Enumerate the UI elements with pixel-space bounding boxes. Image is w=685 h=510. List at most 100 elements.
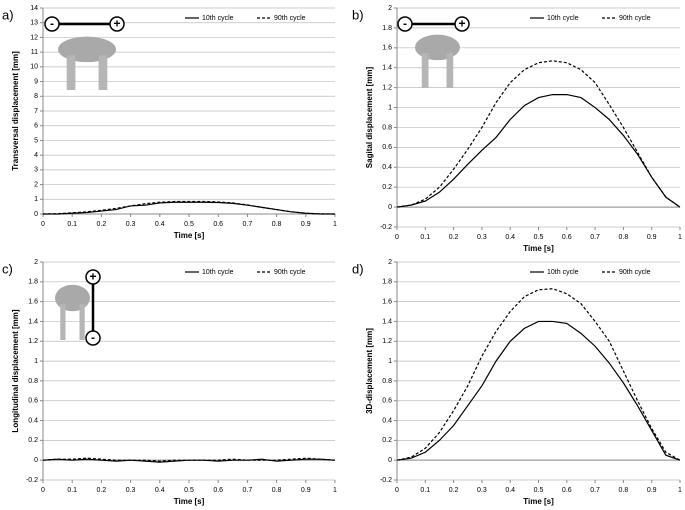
x-tick-label: 0.1 — [420, 487, 430, 494]
y-tick-label: 3 — [34, 167, 38, 174]
x-tick-label: 0.9 — [301, 487, 311, 494]
y-tick-label: 0.2 — [382, 184, 392, 191]
y-tick-label: 1.4 — [382, 318, 392, 325]
legend-label: 10th cycle — [547, 269, 579, 276]
y-tick-label: 1.2 — [382, 84, 392, 91]
x-tick-label: 0.3 — [126, 221, 136, 228]
y-tick-label: 0 — [34, 211, 38, 218]
x-tick-label: 1 — [678, 234, 682, 241]
y-axis-title: 3D-displacement [mm] — [365, 328, 374, 414]
x-tick-label: 0.8 — [272, 487, 282, 494]
x-tick-label: 0.9 — [647, 234, 657, 241]
x-tick-label: 0.4 — [155, 221, 165, 228]
y-tick-label: 0.2 — [382, 437, 392, 444]
x-tick-label: 0.2 — [449, 487, 459, 494]
y-tick-label: 10 — [30, 64, 38, 71]
x-axis-title: Time [s] — [174, 231, 205, 240]
sign-circle — [397, 16, 413, 32]
x-axis-title: Time [s] — [174, 497, 205, 506]
y-tick-label: 5 — [34, 137, 38, 144]
femur-icon — [446, 53, 454, 88]
y-tick-label: 11 — [31, 49, 38, 56]
data-line — [42, 200, 336, 215]
panel-label: a) — [2, 7, 14, 22]
femur-icon — [421, 53, 429, 88]
y-tick-label: 1.8 — [382, 25, 392, 32]
x-tick-label: 0.2 — [97, 221, 107, 228]
y-tick-label: 1.2 — [28, 338, 38, 345]
sign-circle — [454, 16, 470, 32]
x-tick-label: 0.7 — [243, 487, 253, 494]
y-tick-label: 2 — [388, 259, 392, 266]
y-tick-label: 0.6 — [28, 398, 38, 405]
x-tick-label: 0.7 — [243, 221, 253, 228]
y-tick-label: 12 — [30, 34, 38, 41]
x-tick-label: 0.2 — [97, 487, 107, 494]
y-tick-label: 1 — [388, 358, 392, 365]
legend-label: 90th cycle — [619, 15, 651, 22]
x-tick-label: 0.7 — [590, 487, 600, 494]
y-tick-label: -0.2 — [380, 224, 392, 231]
femur-icon — [79, 304, 85, 340]
legend-label: 90th cycle — [619, 269, 651, 276]
x-tick-label: 0.2 — [449, 234, 459, 241]
y-tick-label: 0.6 — [382, 398, 392, 405]
femur-icon — [66, 55, 76, 90]
sign-label: - — [91, 331, 95, 345]
x-tick-label: 0.6 — [562, 234, 572, 241]
x-axis-title: Time [s] — [523, 497, 554, 506]
x-tick-label: 0.6 — [562, 487, 572, 494]
y-tick-label: 0.2 — [28, 437, 38, 444]
x-tick-label: 0.6 — [213, 221, 223, 228]
x-tick-label: 0.5 — [184, 487, 194, 494]
y-tick-label: 1.6 — [28, 298, 38, 305]
y-tick-label: 7 — [34, 108, 38, 115]
x-tick-label: 0 — [41, 221, 45, 228]
x-tick-label: 0.8 — [619, 234, 629, 241]
y-tick-label: 0.8 — [382, 124, 392, 131]
x-tick-label: 0 — [395, 234, 399, 241]
y-tick-label: 9 — [34, 78, 38, 85]
data-line — [396, 320, 681, 461]
y-tick-label: 4 — [34, 152, 38, 159]
y-tick-label: 0 — [388, 204, 392, 211]
x-tick-label: 0.7 — [590, 234, 600, 241]
sign-circle — [85, 269, 101, 285]
y-tick-label: 1.4 — [28, 318, 38, 325]
x-tick-label: 0.8 — [619, 487, 629, 494]
legend-label: 10th cycle — [547, 15, 579, 22]
sign-circle — [44, 16, 60, 32]
x-axis-title: Time [s] — [523, 244, 554, 253]
y-tick-label: 0 — [34, 457, 38, 464]
y-tick-label: 1.8 — [28, 279, 38, 286]
y-axis-title: Transversal displacement [mm] — [11, 51, 20, 171]
y-tick-label: 6 — [34, 123, 38, 130]
x-tick-label: 0.5 — [184, 221, 194, 228]
y-tick-label: 0.8 — [28, 378, 38, 385]
y-tick-label: 13 — [30, 20, 38, 27]
y-tick-label: -0.2 — [26, 477, 38, 484]
x-tick-label: 0.3 — [477, 487, 487, 494]
x-tick-label: 0 — [395, 487, 399, 494]
x-tick-label: 0.5 — [534, 234, 544, 241]
x-tick-label: 0.8 — [272, 221, 282, 228]
y-tick-label: 1.6 — [382, 45, 392, 52]
y-tick-label: 1 — [388, 104, 392, 111]
y-tick-label: 0.4 — [382, 164, 392, 171]
y-tick-label: 1.2 — [382, 338, 392, 345]
data-line — [42, 457, 336, 462]
legend-label: 10th cycle — [202, 15, 234, 22]
sign-label: + — [113, 17, 120, 31]
data-line — [396, 288, 681, 461]
y-tick-label: 1.8 — [382, 279, 392, 286]
x-tick-label: 0.4 — [505, 487, 515, 494]
femur-icon — [60, 304, 66, 340]
x-tick-label: 1 — [333, 221, 337, 228]
x-tick-label: 0.4 — [155, 487, 165, 494]
y-tick-label: 14 — [30, 5, 38, 12]
data-line — [396, 94, 681, 208]
y-tick-label: 1 — [34, 358, 38, 365]
x-tick-label: 0.9 — [647, 487, 657, 494]
y-tick-label: 0.4 — [28, 417, 38, 424]
